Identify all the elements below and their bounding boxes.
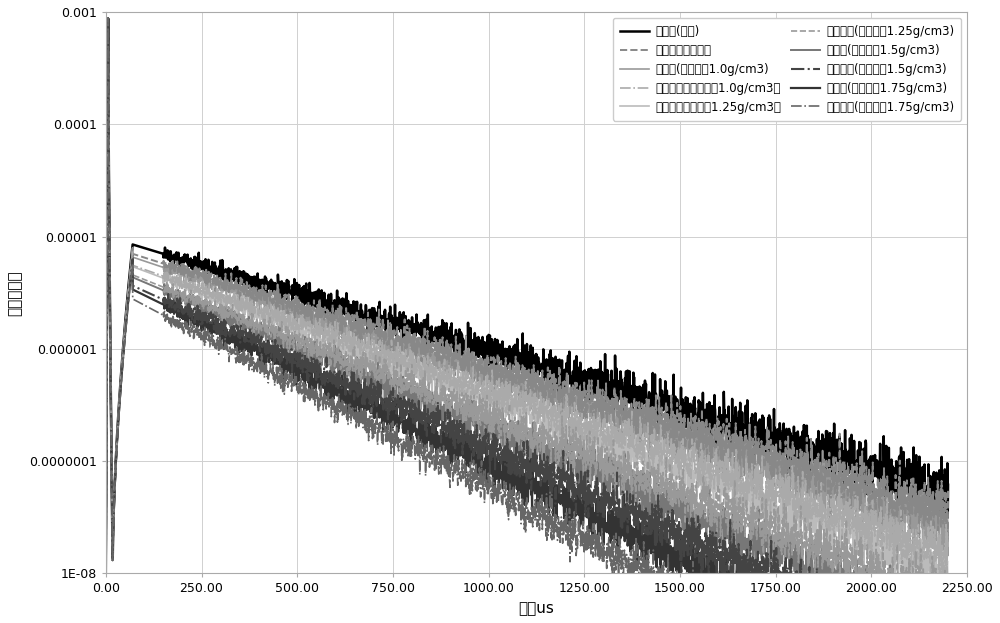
超热中子(泥浆密度1.25g/cm3) — [389, 369, 401, 376]
超热中子(泥浆密度1.75g/cm3) — [100, 570, 112, 578]
超热中子(泥浆密度1.25g/cm3) — [100, 570, 112, 578]
热中子(千孔) — [126, 245, 138, 253]
超热中子(泥浆密度1.5g/cm3) — [126, 260, 138, 267]
热中子(泥浆密度1.5g/cm3) — [348, 363, 360, 370]
Line: 热中子(泥浆密度1.75g/cm3): 热中子(泥浆密度1.75g/cm3) — [106, 19, 948, 623]
超热中子(泥浆密度1.25g/cm3) — [923, 579, 935, 587]
超热中子（千孔） — [102, 15, 114, 22]
热中子（泥浆密度1.25g/cm3） — [923, 538, 935, 545]
超热中子(泥浆密度1.5g/cm3) — [348, 381, 360, 389]
热中子(泥浆密度1.5g/cm3) — [100, 570, 112, 578]
热中子(泥浆密度1.0g/cm3) — [923, 527, 935, 535]
超热中子(泥浆密度1.25g/cm3) — [348, 348, 360, 355]
热中子(泥浆密度1.0g/cm3) — [942, 521, 954, 528]
热中子(泥浆密度1.75g/cm3) — [145, 295, 157, 302]
热中子(泥浆密度1.0g/cm3) — [348, 331, 360, 339]
热中子（泥浆密度1.25g/cm3） — [348, 347, 360, 354]
热中子(千孔) — [942, 481, 954, 488]
热中子(泥浆密度1.5g/cm3) — [102, 15, 114, 22]
超热中子(泥浆密度1.75g/cm3) — [389, 435, 401, 443]
热中子（泥浆密度1.25g/cm3） — [819, 520, 831, 527]
超热中子(泥浆密度1.5g/cm3) — [145, 290, 157, 298]
热中子(泥浆密度1.0g/cm3) — [145, 260, 157, 267]
热中子(泥浆密度1.0g/cm3) — [389, 344, 401, 351]
Line: 超热中子(泥浆密度1.75g/cm3): 超热中子(泥浆密度1.75g/cm3) — [106, 19, 948, 623]
热中子（泥浆密度1.25g/cm3） — [942, 581, 954, 588]
超热中子(泥浆密度1.5g/cm3) — [100, 570, 112, 578]
超热中子（千孔） — [389, 336, 401, 343]
热中子(泥浆密度1.0g/cm3) — [126, 249, 138, 256]
超热中子(泥浆密度1.5g/cm3) — [102, 15, 114, 22]
热中子(泥浆密度1.5g/cm3) — [145, 281, 157, 288]
热中子(泥浆密度1.75g/cm3) — [389, 410, 401, 417]
热中子(泥浆密度1.75g/cm3) — [102, 15, 114, 22]
超热中子（千孔） — [348, 321, 360, 329]
热中子(泥浆密度1.5g/cm3) — [923, 607, 935, 614]
Line: 超热中子（千孔）: 超热中子（千孔） — [106, 19, 948, 574]
热中子(泥浆密度1.75g/cm3) — [100, 570, 112, 578]
Line: 热中子(泥浆密度1.5g/cm3): 热中子(泥浆密度1.5g/cm3) — [106, 19, 948, 623]
热中子(泥浆密度1.5g/cm3) — [819, 558, 831, 565]
热中子(千孔) — [145, 246, 157, 254]
热中子(泥浆密度1.5g/cm3) — [389, 394, 401, 401]
超热中子（泥浆密度1.0g/cm3） — [145, 268, 157, 275]
超热中子（泥浆密度1.0g/cm3） — [102, 15, 114, 22]
超热中子（泥浆密度1.0g/cm3） — [100, 570, 112, 578]
X-axis label: 时间us: 时间us — [519, 601, 554, 616]
Line: 热中子（泥浆密度1.25g/cm3）: 热中子（泥浆密度1.25g/cm3） — [106, 19, 948, 596]
超热中子（泥浆密度1.0g/cm3） — [916, 587, 928, 594]
超热中子（泥浆密度1.0g/cm3） — [924, 530, 936, 537]
热中子(泥浆密度1.0g/cm3) — [100, 570, 112, 578]
超热中子（千孔） — [145, 256, 157, 264]
超热中子(泥浆密度1.25g/cm3) — [145, 278, 157, 286]
热中子（泥浆密度1.25g/cm3） — [932, 592, 944, 600]
热中子(泥浆密度1.0g/cm3) — [102, 15, 114, 22]
超热中子（泥浆密度1.0g/cm3） — [819, 505, 831, 513]
热中子(泥浆密度1.0g/cm3) — [819, 507, 831, 515]
超热中子（千孔） — [923, 500, 935, 508]
Y-axis label: 归一化计数: 归一化计数 — [7, 270, 22, 315]
超热中子(泥浆密度1.75g/cm3) — [348, 414, 360, 421]
超热中子(泥浆密度1.25g/cm3) — [942, 592, 954, 600]
Legend: 热中子(千孔), 超热中子（千孔）, 热中子(泥浆密度1.0g/cm3), 超热中子（泥浆密度1.0g/cm3）, 热中子（泥浆密度1.25g/cm3）, 超热: 热中子(千孔), 超热中子（千孔）, 热中子(泥浆密度1.0g/cm3), 超热… — [613, 18, 961, 121]
热中子(千孔) — [923, 487, 935, 495]
超热中子(泥浆密度1.25g/cm3) — [819, 535, 831, 542]
热中子（泥浆密度1.25g/cm3） — [102, 15, 114, 22]
热中子(千孔) — [100, 570, 112, 578]
热中子(泥浆密度1.5g/cm3) — [126, 255, 138, 262]
超热中子(泥浆密度1.75g/cm3) — [102, 15, 114, 22]
热中子(千孔) — [389, 322, 401, 330]
热中子（泥浆密度1.25g/cm3） — [145, 270, 157, 277]
超热中子(泥浆密度1.5g/cm3) — [389, 394, 401, 402]
热中子（泥浆密度1.25g/cm3） — [100, 570, 112, 578]
超热中子（千孔） — [126, 250, 138, 257]
超热中子（千孔） — [942, 487, 954, 495]
Line: 热中子(泥浆密度1.0g/cm3): 热中子(泥浆密度1.0g/cm3) — [106, 19, 948, 574]
超热中子(泥浆密度1.25g/cm3) — [102, 15, 114, 22]
超热中子(泥浆密度1.75g/cm3) — [145, 305, 157, 312]
超热中子（泥浆密度1.0g/cm3） — [389, 355, 401, 363]
Line: 热中子(千孔): 热中子(千孔) — [106, 19, 948, 574]
热中子(泥浆密度1.75g/cm3) — [126, 259, 138, 266]
热中子(千孔) — [348, 298, 360, 305]
超热中子(泥浆密度1.75g/cm3) — [126, 264, 138, 271]
Line: 超热中子(泥浆密度1.5g/cm3): 超热中子(泥浆密度1.5g/cm3) — [106, 19, 948, 623]
超热中子（千孔） — [819, 463, 831, 470]
超热中子（泥浆密度1.0g/cm3） — [126, 253, 138, 260]
热中子(千孔) — [102, 15, 114, 22]
热中子（泥浆密度1.25g/cm3） — [389, 384, 401, 392]
热中子（泥浆密度1.25g/cm3） — [126, 252, 138, 259]
超热中子（千孔） — [100, 570, 112, 578]
热中子(泥浆密度1.75g/cm3) — [348, 407, 360, 415]
Line: 超热中子（泥浆密度1.0g/cm3）: 超热中子（泥浆密度1.0g/cm3） — [106, 19, 948, 591]
超热中子(泥浆密度1.25g/cm3) — [126, 256, 138, 264]
热中子(千孔) — [819, 447, 831, 454]
超热中子（泥浆密度1.0g/cm3） — [348, 338, 360, 345]
超热中子(泥浆密度1.5g/cm3) — [819, 612, 831, 619]
超热中子（泥浆密度1.0g/cm3） — [942, 536, 954, 544]
Line: 超热中子(泥浆密度1.25g/cm3): 超热中子(泥浆密度1.25g/cm3) — [106, 19, 948, 623]
